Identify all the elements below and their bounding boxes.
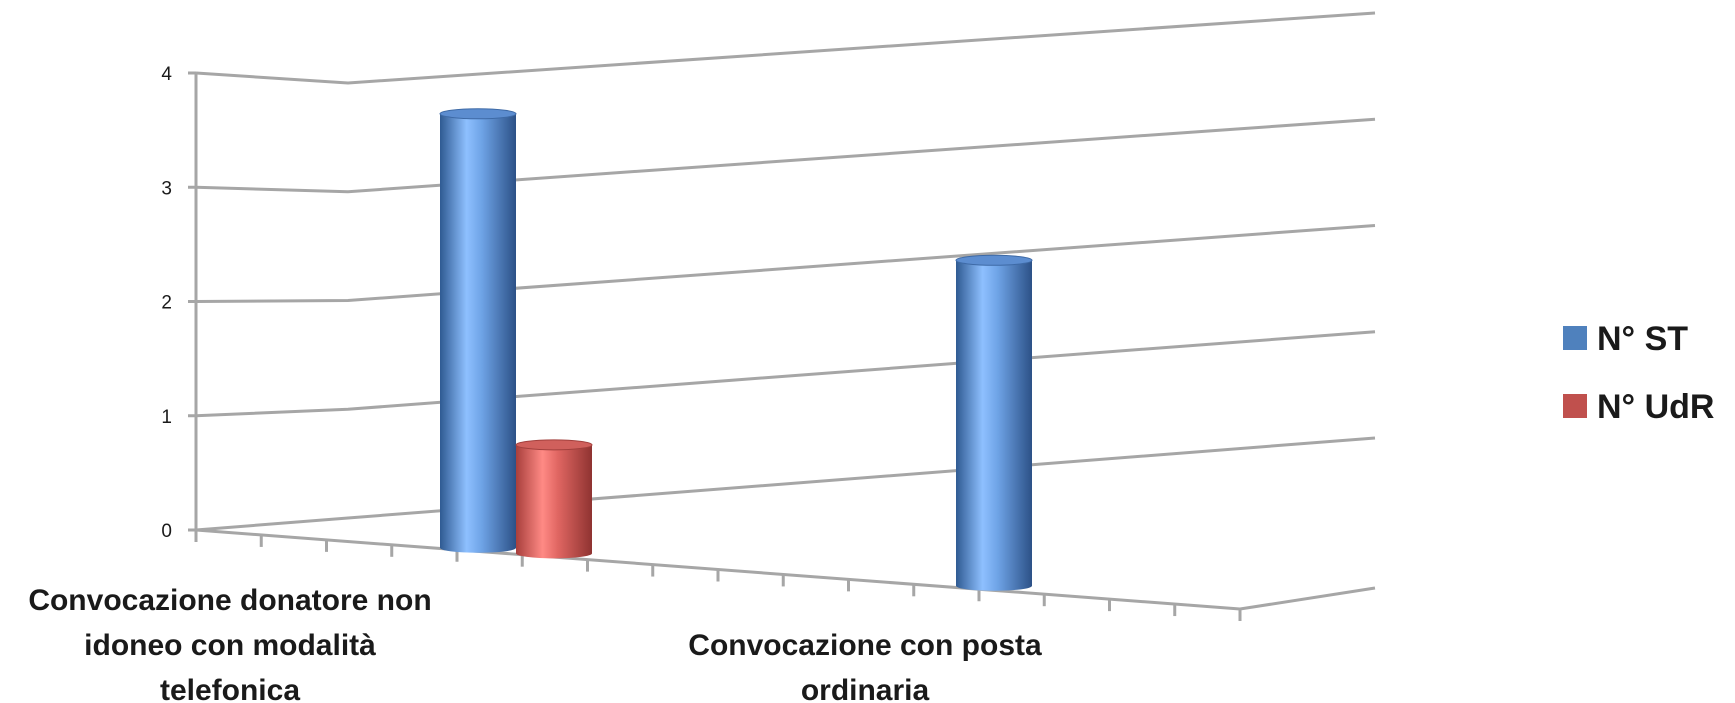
legend: N° ST N° UdR xyxy=(1563,320,1714,426)
axes xyxy=(188,71,1376,621)
bars xyxy=(439,108,1033,591)
y-tick-label: 1 xyxy=(161,407,172,428)
legend-label: N° UdR xyxy=(1597,388,1714,426)
y-tick-label: 4 xyxy=(161,64,172,85)
bar xyxy=(515,439,593,559)
gridline xyxy=(195,224,1376,303)
legend-label: N° ST xyxy=(1597,320,1688,358)
legend-swatch xyxy=(1563,394,1587,418)
x-category-label-line: Convocazione donatore non xyxy=(28,584,431,617)
x-category-label: Convocazione donatore non idoneo con moda… xyxy=(28,584,431,703)
gridline xyxy=(195,11,1376,85)
gridline xyxy=(195,436,1376,532)
bar-top xyxy=(439,108,517,120)
bar-top xyxy=(515,439,593,451)
grid-lines xyxy=(195,11,1376,532)
x-category-label: Convocazione con posta ordinaria xyxy=(688,629,1042,703)
x-category-label-line: ordinaria xyxy=(801,674,930,703)
x-category-label-line: idoneo con modalità xyxy=(84,629,376,662)
y-tick-label: 0 xyxy=(161,521,172,542)
y-tick-label: 2 xyxy=(161,293,172,314)
bar xyxy=(439,108,517,553)
y-tick-label: 3 xyxy=(161,178,172,199)
x-category-label-line: telefonica xyxy=(160,674,300,703)
floor-right-edge xyxy=(1239,586,1376,611)
bar-body xyxy=(440,113,516,553)
labels: 0 1 2 3 4 Convocazione donatore non idoneo con… xyxy=(28,64,1042,703)
bar-body xyxy=(516,444,592,559)
gridline xyxy=(195,117,1376,194)
bar xyxy=(955,254,1033,591)
bar-top xyxy=(955,254,1033,266)
gridline xyxy=(195,330,1376,418)
x-category-label-line: Convocazione con posta xyxy=(688,629,1042,662)
bar-body xyxy=(956,260,1032,591)
legend-swatch xyxy=(1563,326,1587,350)
